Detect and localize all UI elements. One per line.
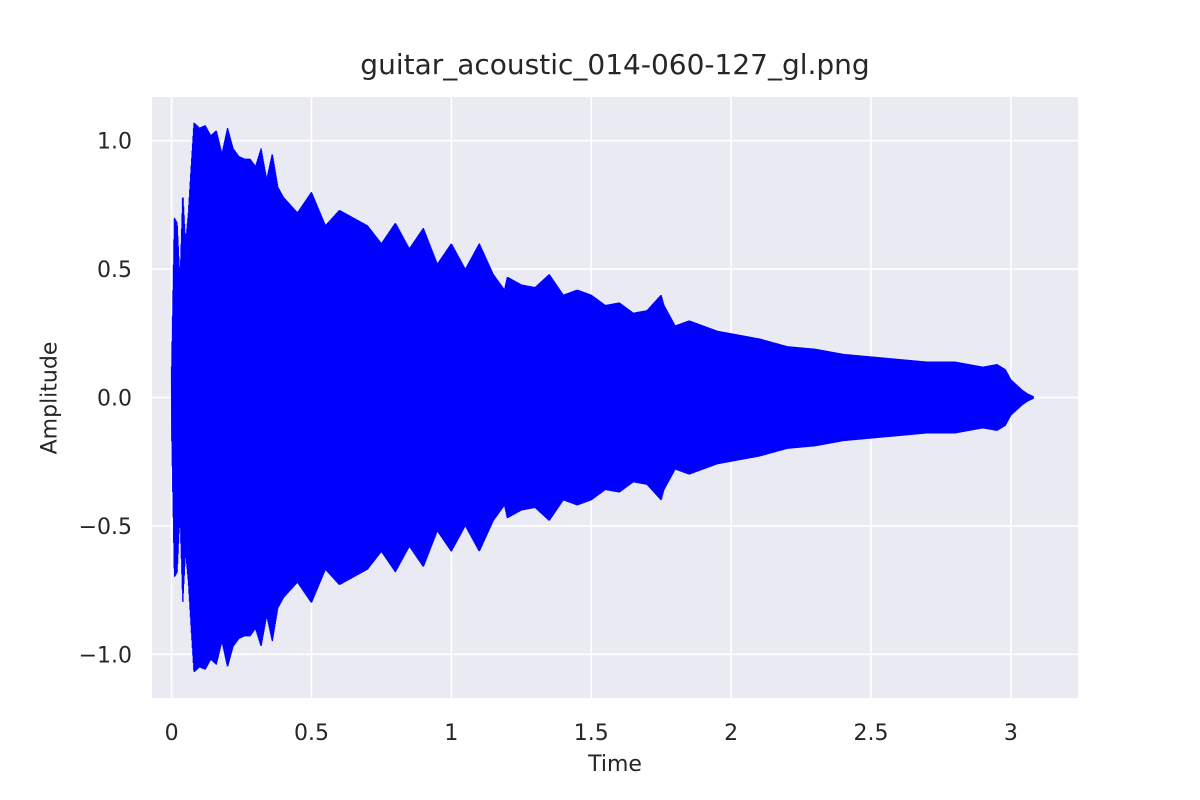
waveform-line xyxy=(170,122,1034,672)
y-tick-label: 0.0 xyxy=(97,387,132,412)
x-tick-label: 1.5 xyxy=(574,721,609,746)
y-tick-labels: 1.0 0.5 0.0 −0.5 −1.0 xyxy=(79,130,132,669)
y-tick-label: −0.5 xyxy=(79,515,132,540)
x-tick-label: 1 xyxy=(444,721,458,746)
x-tick-label: 3 xyxy=(1004,721,1018,746)
y-axis-label: Amplitude xyxy=(37,341,63,455)
y-tick-label: 1.0 xyxy=(97,130,132,155)
x-tick-labels: 0 0.5 1 1.5 2 2.5 3 xyxy=(165,721,1018,746)
x-tick-label: 2.5 xyxy=(853,721,888,746)
x-tick-label: 2 xyxy=(724,721,738,746)
y-tick-label: 0.5 xyxy=(97,258,132,283)
x-axis-label: Time xyxy=(588,752,642,777)
waveform-envelope xyxy=(171,127,1034,668)
x-tick-label: 0.5 xyxy=(294,721,329,746)
y-tick-label: −1.0 xyxy=(79,643,132,668)
waveform-layer xyxy=(170,122,1034,672)
chart-title: guitar_acoustic_014-060-127_gl.png xyxy=(360,48,870,81)
x-tick-label: 0 xyxy=(165,721,179,746)
